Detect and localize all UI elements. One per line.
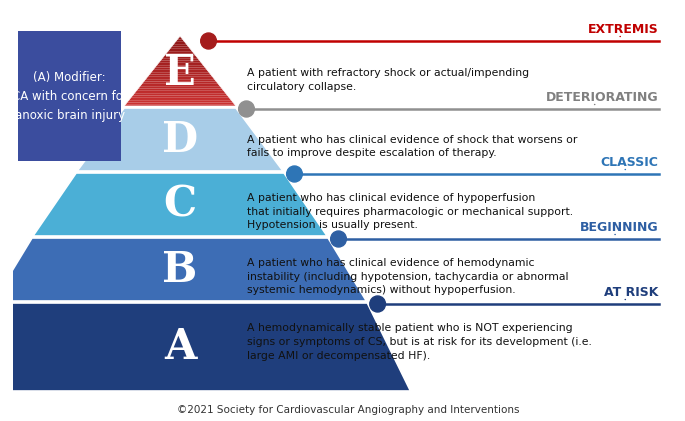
Polygon shape <box>151 71 210 73</box>
Polygon shape <box>147 76 214 78</box>
Text: DETERIORATING: DETERIORATING <box>546 91 658 104</box>
Text: (A) Modifier:
CA with concern for
anoxic brain injury: (A) Modifier: CA with concern for anoxic… <box>12 70 127 122</box>
Text: D: D <box>162 118 198 160</box>
Text: BEGINNING: BEGINNING <box>580 221 658 234</box>
Polygon shape <box>162 57 198 59</box>
Polygon shape <box>77 108 283 171</box>
Text: A patient who has clinical evidence of hemodynamic
instability (including hypote: A patient who has clinical evidence of h… <box>247 258 569 295</box>
Text: C: C <box>164 184 197 226</box>
Polygon shape <box>172 45 188 46</box>
Text: A: A <box>164 326 196 368</box>
Text: A patient who has clinical evidence of shock that worsens or
fails to improve de: A patient who has clinical evidence of s… <box>247 135 577 158</box>
Polygon shape <box>167 50 192 52</box>
Polygon shape <box>177 38 183 40</box>
Polygon shape <box>153 67 207 69</box>
Polygon shape <box>145 78 215 80</box>
Text: EXTREMIS: EXTREMIS <box>588 23 658 36</box>
Polygon shape <box>164 53 195 55</box>
Polygon shape <box>33 173 327 236</box>
Polygon shape <box>159 61 201 62</box>
Polygon shape <box>137 88 223 90</box>
Polygon shape <box>141 83 219 85</box>
Polygon shape <box>124 104 236 106</box>
Text: AT RISK: AT RISK <box>604 286 658 299</box>
Text: A patient with refractory shock or actual/impending
circulatory collapse.: A patient with refractory shock or actua… <box>247 68 529 92</box>
Polygon shape <box>0 303 410 391</box>
Polygon shape <box>155 66 206 67</box>
Polygon shape <box>138 87 222 88</box>
Polygon shape <box>169 48 191 50</box>
Polygon shape <box>133 94 227 96</box>
Polygon shape <box>175 41 186 43</box>
Polygon shape <box>129 97 230 99</box>
Polygon shape <box>142 82 218 83</box>
Polygon shape <box>163 55 197 57</box>
Polygon shape <box>0 238 366 301</box>
Polygon shape <box>127 101 233 102</box>
Polygon shape <box>128 99 232 101</box>
Text: A hemodynamically stable patient who is NOT experiencing
signs or symptoms of CS: A hemodynamically stable patient who is … <box>247 323 592 361</box>
Polygon shape <box>158 62 202 64</box>
Polygon shape <box>171 46 190 48</box>
Polygon shape <box>176 40 184 41</box>
Circle shape <box>238 101 254 117</box>
Polygon shape <box>166 52 194 53</box>
FancyBboxPatch shape <box>18 31 121 161</box>
Polygon shape <box>144 80 216 82</box>
Polygon shape <box>173 43 187 45</box>
Polygon shape <box>140 85 221 87</box>
Text: E: E <box>164 52 196 94</box>
Polygon shape <box>136 90 225 92</box>
Circle shape <box>370 296 386 312</box>
Polygon shape <box>148 75 212 76</box>
Polygon shape <box>134 92 226 94</box>
Polygon shape <box>131 96 229 97</box>
Text: A patient who has clinical evidence of hypoperfusion
that initially requires pha: A patient who has clinical evidence of h… <box>247 193 573 230</box>
Text: B: B <box>162 248 198 290</box>
Polygon shape <box>152 69 208 71</box>
Circle shape <box>201 33 216 49</box>
Polygon shape <box>160 59 199 61</box>
Circle shape <box>286 166 302 182</box>
Polygon shape <box>156 64 204 66</box>
Polygon shape <box>179 36 182 38</box>
Circle shape <box>331 231 347 247</box>
Polygon shape <box>149 73 211 75</box>
Text: CLASSIC: CLASSIC <box>601 156 658 169</box>
Text: ©2021 Society for Cardiovascular Angiography and Interventions: ©2021 Society for Cardiovascular Angiogr… <box>177 405 520 415</box>
Polygon shape <box>125 102 234 104</box>
